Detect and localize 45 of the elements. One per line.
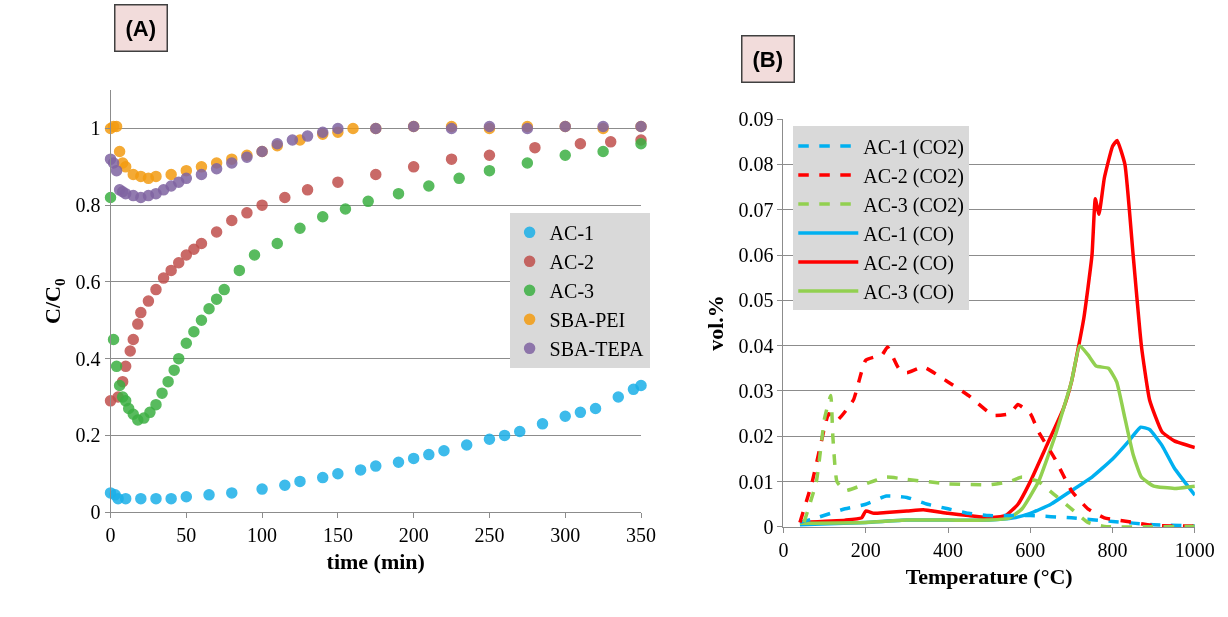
y-tick-label: 0.08	[738, 153, 774, 176]
x-tick-label: 400	[933, 538, 964, 561]
y-tick-label: 1	[90, 117, 101, 140]
y-tick-label: 0.06	[738, 244, 774, 267]
legend-label: SBA-PEI	[549, 309, 626, 332]
legend-label: AC-1 (CO)	[863, 222, 954, 246]
x-tick-label: 1000	[1174, 538, 1215, 561]
y-tick-label: 0.6	[75, 270, 101, 293]
y-tick-label: 0.09	[738, 108, 774, 131]
x-tick-label: 0	[105, 524, 116, 547]
legend-label: AC-2 (CO)	[863, 251, 954, 275]
legend-label: AC-3 (CO)	[863, 280, 954, 304]
x-tick-label: 0	[778, 538, 789, 561]
legend-label: AC-3 (CO2)	[863, 193, 964, 217]
y-tick-label: 0.04	[738, 334, 774, 357]
x-tick-label: 350	[626, 524, 657, 547]
x-tick-label: 100	[247, 524, 278, 547]
y-tick-label: 0.05	[738, 289, 774, 312]
legend-label: AC-2 (CO2)	[863, 164, 964, 188]
x-tick-label: 50	[176, 524, 197, 547]
y-tick-label: 0.01	[738, 470, 774, 493]
x-tick-label: 200	[850, 538, 881, 561]
x-tick-label: 600	[1015, 538, 1046, 561]
legend-label: AC-1 (CO2)	[863, 135, 964, 159]
y-tick-label: 0.02	[738, 425, 774, 448]
y-tick-label: 0	[90, 501, 101, 524]
x-tick-label: 800	[1097, 538, 1128, 561]
y-tick-label: 0.8	[75, 194, 101, 217]
x-tick-label: 200	[398, 524, 429, 547]
x-axis-title: time (min)	[326, 549, 425, 575]
y-tick-label: 0.4	[75, 347, 101, 370]
y-axis-title: vol.%	[703, 295, 729, 351]
legend-label: AC-2	[549, 251, 595, 274]
legend-label: AC-3	[549, 280, 595, 303]
y-tick-label: 0.07	[738, 198, 774, 221]
y-tick-label: 0.03	[738, 379, 774, 402]
legend-label: AC-1	[549, 222, 595, 245]
x-tick-label: 300	[550, 524, 581, 547]
y-tick-label: 0.2	[75, 424, 101, 447]
chart-title: (A)	[125, 15, 157, 41]
x-axis-title: Temperature (°C)	[905, 563, 1073, 589]
chart-title: (B)	[752, 46, 784, 72]
legend-label: SBA-TEPA	[549, 338, 644, 361]
x-tick-label: 150	[322, 524, 353, 547]
x-tick-label: 250	[474, 524, 505, 547]
